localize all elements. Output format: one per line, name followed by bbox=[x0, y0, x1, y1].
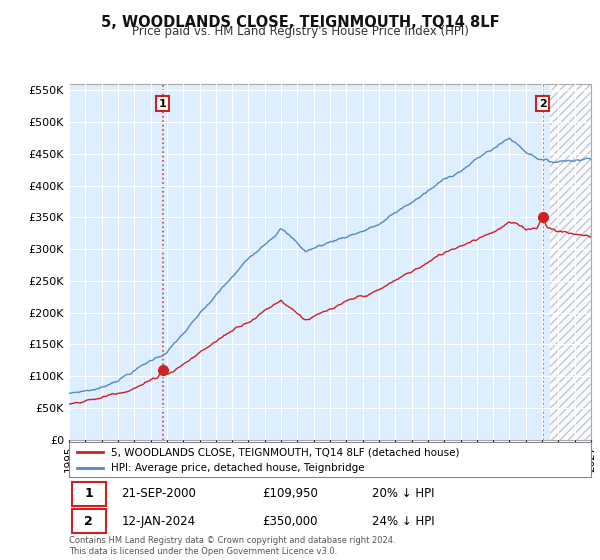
Text: Price paid vs. HM Land Registry's House Price Index (HPI): Price paid vs. HM Land Registry's House … bbox=[131, 25, 469, 38]
Text: 5, WOODLANDS CLOSE, TEIGNMOUTH, TQ14 8LF (detached house): 5, WOODLANDS CLOSE, TEIGNMOUTH, TQ14 8LF… bbox=[111, 447, 459, 457]
Text: £109,950: £109,950 bbox=[262, 487, 318, 500]
FancyBboxPatch shape bbox=[71, 509, 106, 533]
Text: Contains HM Land Registry data © Crown copyright and database right 2024.
This d: Contains HM Land Registry data © Crown c… bbox=[69, 536, 395, 556]
Text: 21-SEP-2000: 21-SEP-2000 bbox=[121, 487, 196, 500]
Text: HPI: Average price, detached house, Teignbridge: HPI: Average price, detached house, Teig… bbox=[111, 464, 364, 473]
Text: 12-JAN-2024: 12-JAN-2024 bbox=[121, 515, 196, 528]
Text: 24% ↓ HPI: 24% ↓ HPI bbox=[372, 515, 434, 528]
Text: 1: 1 bbox=[84, 487, 93, 500]
FancyBboxPatch shape bbox=[71, 482, 106, 506]
Text: 20% ↓ HPI: 20% ↓ HPI bbox=[372, 487, 434, 500]
Text: 1: 1 bbox=[159, 99, 167, 109]
Text: 5, WOODLANDS CLOSE, TEIGNMOUTH, TQ14 8LF: 5, WOODLANDS CLOSE, TEIGNMOUTH, TQ14 8LF bbox=[101, 15, 499, 30]
Text: 2: 2 bbox=[84, 515, 93, 528]
Text: £350,000: £350,000 bbox=[262, 515, 317, 528]
Text: 2: 2 bbox=[539, 99, 547, 109]
